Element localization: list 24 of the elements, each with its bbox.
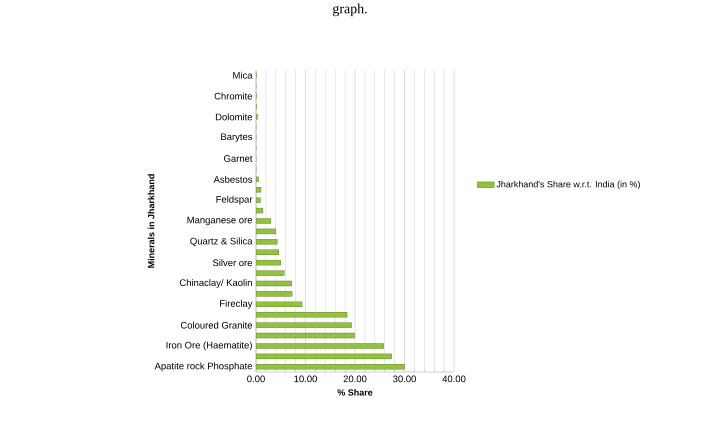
y-tick-label: Chromite	[214, 92, 252, 100]
y-tick-label: Quartz & Silica	[190, 238, 252, 246]
y-tick-label: Coloured Granite	[180, 322, 252, 329]
y-axis-title: Minerals in Jharkhand	[148, 174, 154, 268]
x-tick-label: 30.00	[393, 376, 416, 382]
x-tick-label: 40.00	[442, 376, 466, 382]
y-tick-label: Mica	[233, 72, 252, 79]
y-tick-label: Garnet	[224, 155, 252, 162]
y-tick-label: Barytes	[221, 133, 252, 142]
x-tick-label: 20.00	[344, 376, 366, 382]
x-tick-label: 0.00	[247, 376, 265, 382]
y-tick-label: Chinaclay/ Kaolin	[180, 279, 252, 288]
x-axis-title: % Share	[338, 389, 372, 396]
y-tick-label: Apatite rock Phosphate	[154, 362, 252, 372]
y-tick-label: Dolomite	[216, 113, 252, 120]
y-tick-label: Feldspar	[216, 196, 252, 205]
legend-label: Jharkhand's Share w.r.t. India (in %)	[496, 180, 640, 190]
y-tick-label: Iron Ore (Haematite)	[166, 342, 252, 350]
text: graph.	[332, 4, 367, 16]
y-tick-label: Silver ore	[212, 259, 252, 266]
y-tick-label: Fireclay	[220, 300, 252, 309]
y-tick-label: Asbestos	[214, 176, 252, 183]
y-tick-label: Manganese ore	[187, 216, 252, 226]
x-tick-label: 10.00	[294, 376, 317, 382]
